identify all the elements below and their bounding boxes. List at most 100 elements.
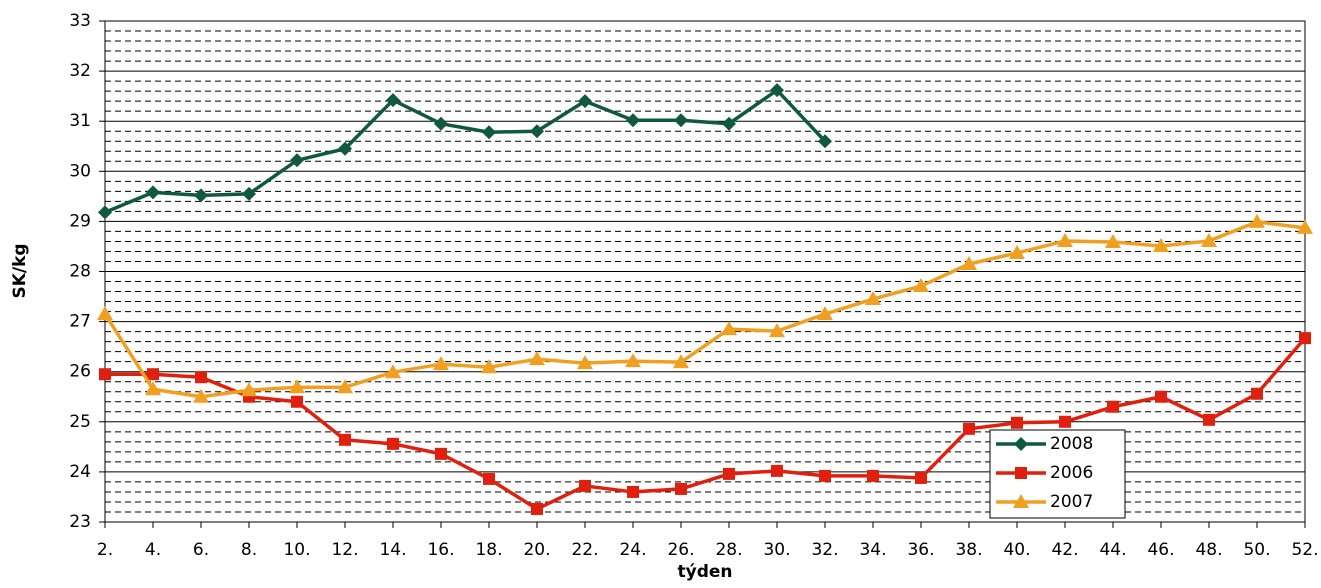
marker xyxy=(818,134,832,149)
x-tick-label: 50. xyxy=(1243,540,1270,560)
marker xyxy=(963,422,975,435)
series-line xyxy=(103,220,1306,399)
x-tick-label: 18. xyxy=(475,540,502,560)
y-tick-label: 28 xyxy=(69,262,91,282)
y-tick-label: 30 xyxy=(69,161,91,181)
marker xyxy=(1013,494,1029,508)
x-tick-label: 14. xyxy=(379,540,406,560)
marker xyxy=(1059,415,1071,428)
marker xyxy=(97,306,113,321)
y-tick-label: 24 xyxy=(69,462,91,482)
marker xyxy=(98,205,112,220)
x-tick-label: 6. xyxy=(193,540,209,560)
marker xyxy=(770,83,784,98)
marker xyxy=(819,469,831,482)
marker xyxy=(387,437,399,450)
x-tick-label: 32. xyxy=(811,540,838,560)
marker xyxy=(241,382,257,397)
marker xyxy=(147,368,159,381)
marker xyxy=(675,482,687,495)
x-tick-label: 46. xyxy=(1147,540,1174,560)
marker xyxy=(1201,232,1217,247)
plot-frame xyxy=(104,20,1306,523)
marker xyxy=(674,113,688,128)
marker xyxy=(1203,413,1215,426)
marker xyxy=(482,125,496,140)
y-tick-label: 23 xyxy=(69,512,91,532)
marker xyxy=(627,485,639,498)
legend-label: 2007 xyxy=(1050,492,1093,512)
marker xyxy=(625,353,641,368)
x-tick-label: 36. xyxy=(907,540,934,560)
marker xyxy=(723,467,735,480)
marker xyxy=(194,188,208,203)
marker xyxy=(961,255,977,270)
marker xyxy=(1009,244,1025,259)
marker xyxy=(721,321,737,336)
marker xyxy=(433,356,449,371)
marker xyxy=(145,381,161,396)
x-tick-label: 48. xyxy=(1195,540,1222,560)
x-tick-label: 20. xyxy=(523,540,550,560)
marker xyxy=(385,364,401,379)
marker xyxy=(434,116,448,131)
series-line xyxy=(104,88,827,214)
x-tick-label: 24. xyxy=(619,540,646,560)
marker xyxy=(817,306,833,321)
marker xyxy=(1014,437,1028,451)
marker xyxy=(771,464,783,477)
marker xyxy=(915,471,927,484)
y-tick-label: 31 xyxy=(69,111,91,131)
marker xyxy=(146,185,160,200)
x-tick-label: 44. xyxy=(1099,540,1126,560)
x-tick-label: 8. xyxy=(241,540,257,560)
marker xyxy=(1299,332,1311,345)
marker xyxy=(1249,213,1265,228)
x-tick-label: 12. xyxy=(331,540,358,560)
legend-label: 2006 xyxy=(1050,463,1093,483)
marker xyxy=(291,395,303,408)
marker xyxy=(531,502,543,515)
marker xyxy=(626,113,640,128)
y-tick-label: 32 xyxy=(69,61,91,81)
x-tick-label: 38. xyxy=(955,540,982,560)
marker xyxy=(193,388,209,403)
marker xyxy=(1011,416,1023,429)
x-tick-label: 10. xyxy=(283,540,310,560)
x-axis-label: týden xyxy=(677,562,732,582)
x-tick-label: 42. xyxy=(1051,540,1078,560)
marker xyxy=(1155,390,1167,403)
y-tick-label: 29 xyxy=(69,211,91,231)
series-line xyxy=(105,336,1307,511)
marker xyxy=(529,351,545,366)
marker xyxy=(1107,400,1119,413)
x-tick-label: 40. xyxy=(1003,540,1030,560)
x-tick-label: 34. xyxy=(859,540,886,560)
x-tick-label: 30. xyxy=(763,540,790,560)
y-axis-label: SK/kg xyxy=(10,243,30,298)
marker xyxy=(289,379,305,394)
marker xyxy=(867,469,879,482)
x-tick-label: 16. xyxy=(427,540,454,560)
marker xyxy=(1251,387,1263,400)
marker xyxy=(530,124,544,139)
x-tick-label: 52. xyxy=(1291,540,1318,560)
marker xyxy=(722,116,736,131)
marker xyxy=(339,433,351,446)
marker xyxy=(338,141,352,156)
y-tick-label: 25 xyxy=(69,412,91,432)
x-tick-label: 26. xyxy=(667,540,694,560)
marker xyxy=(99,368,111,381)
marker xyxy=(1015,467,1027,479)
marker xyxy=(579,479,591,492)
marker xyxy=(1153,237,1169,252)
marker xyxy=(913,278,929,293)
marker xyxy=(1105,233,1121,248)
marker xyxy=(195,371,207,384)
y-tick-label: 26 xyxy=(69,362,91,382)
marker xyxy=(578,94,592,109)
marker xyxy=(337,379,353,394)
marker xyxy=(769,323,785,338)
marker xyxy=(483,472,495,485)
